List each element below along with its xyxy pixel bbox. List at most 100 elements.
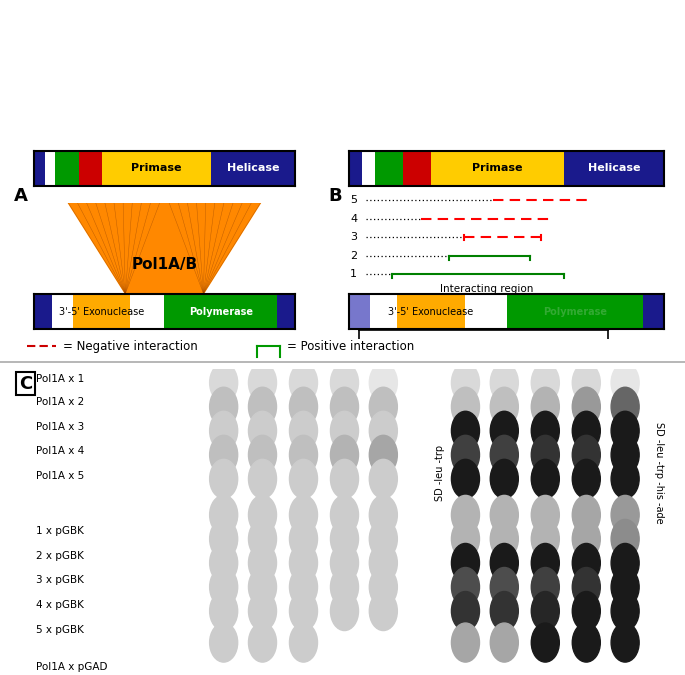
Bar — [211, 151, 295, 186]
Circle shape — [249, 435, 277, 475]
Circle shape — [490, 363, 519, 402]
Bar — [362, 151, 375, 186]
Circle shape — [369, 543, 397, 583]
Circle shape — [611, 411, 639, 450]
Circle shape — [369, 520, 397, 558]
Text: Helicase: Helicase — [227, 163, 279, 173]
Text: 2 x pGBK: 2 x pGBK — [36, 551, 84, 561]
Circle shape — [532, 363, 560, 402]
Circle shape — [532, 623, 560, 662]
Circle shape — [490, 459, 519, 498]
Text: Polymerase: Polymerase — [189, 307, 253, 317]
Circle shape — [290, 363, 318, 402]
Bar — [349, 294, 371, 329]
Circle shape — [249, 591, 277, 630]
Circle shape — [490, 543, 519, 583]
Circle shape — [572, 520, 600, 558]
Circle shape — [210, 411, 238, 450]
Text: Pol1A x 5: Pol1A x 5 — [36, 471, 84, 481]
Text: B: B — [329, 187, 342, 205]
Circle shape — [490, 411, 519, 450]
Circle shape — [532, 543, 560, 583]
Bar — [129, 294, 164, 329]
Bar — [73, 294, 129, 329]
Text: 2: 2 — [350, 251, 358, 261]
Circle shape — [369, 591, 397, 630]
Circle shape — [369, 459, 397, 498]
Circle shape — [572, 435, 600, 475]
Circle shape — [249, 495, 277, 535]
Circle shape — [572, 363, 600, 402]
Circle shape — [611, 363, 639, 402]
Text: SD -leu -trp -his -ade: SD -leu -trp -his -ade — [654, 422, 664, 523]
Circle shape — [249, 363, 277, 402]
Circle shape — [451, 411, 479, 450]
Text: Twinkle: Twinkle — [117, 188, 170, 202]
Bar — [79, 151, 102, 186]
Bar — [397, 294, 465, 329]
Circle shape — [532, 411, 560, 450]
Text: Helicase: Helicase — [588, 163, 640, 173]
Circle shape — [210, 387, 238, 427]
Circle shape — [249, 543, 277, 583]
Circle shape — [330, 591, 358, 630]
Text: 4 x pGBK: 4 x pGBK — [36, 600, 84, 610]
Text: 1: 1 — [350, 269, 358, 279]
Bar — [51, 294, 73, 329]
Circle shape — [572, 568, 600, 607]
Circle shape — [451, 568, 479, 607]
Circle shape — [572, 543, 600, 583]
Circle shape — [249, 568, 277, 607]
Circle shape — [290, 543, 318, 583]
Circle shape — [451, 435, 479, 475]
Circle shape — [210, 435, 238, 475]
Circle shape — [369, 387, 397, 427]
Bar — [403, 151, 432, 186]
Polygon shape — [68, 202, 261, 294]
Bar — [55, 151, 79, 186]
Circle shape — [330, 435, 358, 475]
Circle shape — [330, 520, 358, 558]
Circle shape — [330, 459, 358, 498]
Text: = Negative interaction: = Negative interaction — [63, 340, 198, 353]
Bar — [371, 294, 397, 329]
Circle shape — [369, 363, 397, 402]
Circle shape — [611, 568, 639, 607]
Text: 3'-5' Exonuclease: 3'-5' Exonuclease — [388, 307, 473, 317]
Circle shape — [290, 387, 318, 427]
Circle shape — [611, 543, 639, 583]
Circle shape — [369, 568, 397, 607]
Circle shape — [290, 623, 318, 662]
Text: 3: 3 — [350, 232, 358, 242]
Circle shape — [451, 591, 479, 630]
Text: 5: 5 — [350, 195, 358, 205]
Circle shape — [369, 435, 397, 475]
Circle shape — [210, 543, 238, 583]
Circle shape — [330, 495, 358, 535]
Circle shape — [330, 363, 358, 402]
Circle shape — [490, 387, 519, 427]
Circle shape — [290, 520, 318, 558]
Circle shape — [210, 591, 238, 630]
Text: Primase: Primase — [472, 163, 523, 173]
Text: SD -leu -trp: SD -leu -trp — [435, 444, 445, 501]
Circle shape — [572, 623, 600, 662]
Text: Primase: Primase — [132, 163, 182, 173]
Text: Polymerase: Polymerase — [543, 307, 607, 317]
Circle shape — [290, 459, 318, 498]
Circle shape — [572, 411, 600, 450]
Bar — [164, 294, 277, 329]
Circle shape — [330, 411, 358, 450]
Text: 1 x pGBK: 1 x pGBK — [36, 526, 84, 536]
Bar — [34, 294, 51, 329]
Circle shape — [451, 623, 479, 662]
Circle shape — [532, 591, 560, 630]
Circle shape — [490, 568, 519, 607]
Text: Pol1A x 2: Pol1A x 2 — [36, 398, 84, 407]
Text: Pol1A/B: Pol1A/B — [132, 257, 197, 272]
Circle shape — [210, 568, 238, 607]
Circle shape — [290, 495, 318, 535]
Circle shape — [249, 520, 277, 558]
Circle shape — [451, 543, 479, 583]
Circle shape — [572, 591, 600, 630]
